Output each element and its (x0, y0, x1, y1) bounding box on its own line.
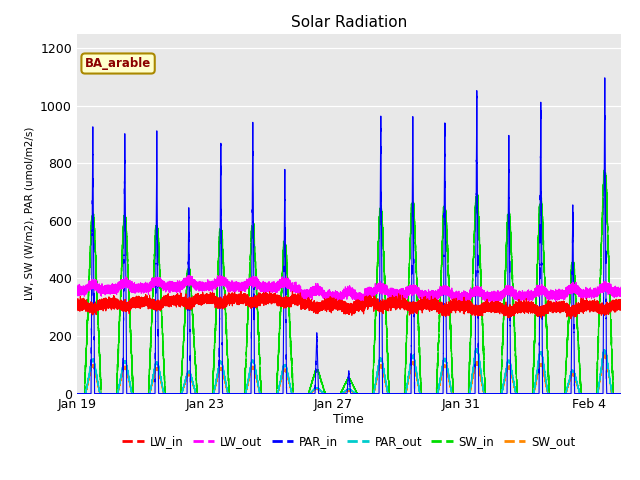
Title: Solar Radiation: Solar Radiation (291, 15, 407, 30)
Text: BA_arable: BA_arable (85, 57, 151, 70)
Legend: LW_in, LW_out, PAR_in, PAR_out, SW_in, SW_out: LW_in, LW_out, PAR_in, PAR_out, SW_in, S… (118, 430, 580, 453)
Y-axis label: LW, SW (W/m2), PAR (umol/m2/s): LW, SW (W/m2), PAR (umol/m2/s) (24, 127, 35, 300)
X-axis label: Time: Time (333, 413, 364, 426)
